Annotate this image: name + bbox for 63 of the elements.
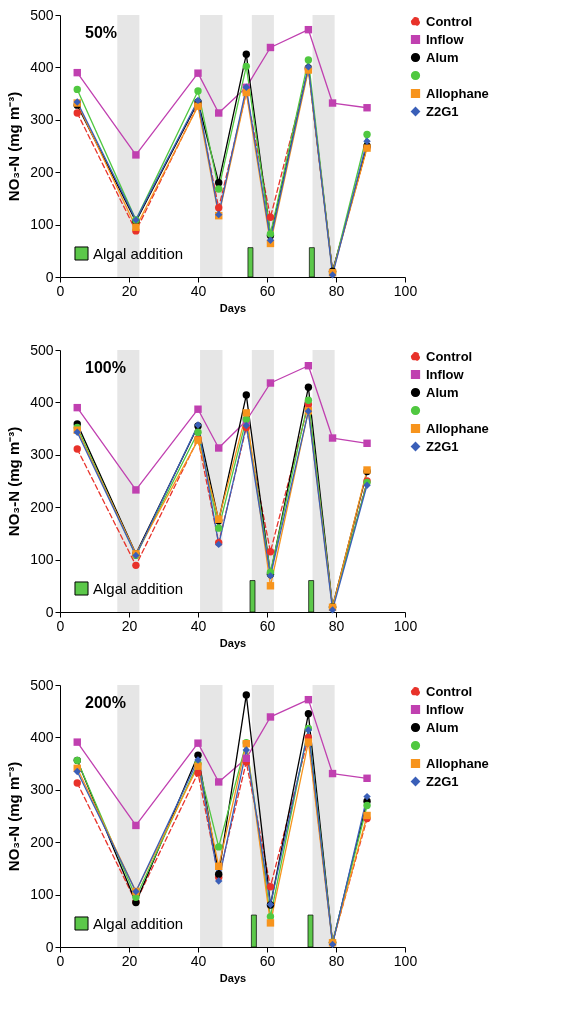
y-tick-label: 0: [45, 268, 54, 285]
x-tick-label: 20: [121, 952, 138, 969]
legend-label: Allophane: [426, 755, 489, 771]
x-tick-label: 20: [121, 617, 138, 634]
x-axis-title: Days: [219, 301, 247, 314]
legend-label: Z2G1: [426, 773, 459, 789]
y-tick-label: 0: [45, 603, 54, 620]
x-tick-label: 0: [56, 617, 65, 634]
y-tick-label: 500: [30, 676, 54, 693]
y-tick-label: 300: [30, 111, 54, 128]
legend-label: Allophane: [426, 420, 489, 436]
x-tick-label: 100: [393, 952, 418, 969]
y-tick-label: 0: [45, 938, 54, 955]
y-tick-label: 500: [30, 341, 54, 358]
legend-label: Algal addition: [93, 914, 184, 932]
legend-label: Z2G1: [426, 103, 459, 119]
x-tick-label: 80: [328, 952, 345, 969]
legend-label: Control: [426, 13, 473, 29]
x-tick-label: 0: [56, 952, 65, 969]
legend-label: Inflow: [426, 31, 465, 47]
legend-label: Inflow: [426, 366, 465, 382]
x-tick-label: 0: [56, 282, 65, 299]
x-tick-label: 80: [328, 617, 345, 634]
x-tick-label: 20: [121, 282, 138, 299]
legend-label: Allophane: [426, 85, 489, 101]
x-tick-label: 60: [259, 282, 276, 299]
y-tick-label: 300: [30, 446, 54, 463]
y-tick-label: 200: [30, 163, 54, 180]
text: 50%: [85, 24, 118, 41]
y-tick-label: 300: [30, 781, 54, 798]
y-tick-label: 100: [30, 216, 54, 233]
x-tick-label: 40: [190, 952, 207, 969]
x-tick-label: 100: [393, 617, 418, 634]
x-tick-label: 100: [393, 282, 418, 299]
text: 100%: [85, 359, 126, 376]
x-axis-title: Days: [219, 636, 247, 649]
y-axis-title: NO₃-N (mg m⁻³): [5, 91, 23, 202]
legend-label: Algal addition: [93, 244, 184, 262]
legend-label: Inflow: [426, 701, 465, 717]
x-tick-label: 80: [328, 282, 345, 299]
text: 200%: [85, 694, 126, 711]
x-tick-label: 40: [190, 617, 207, 634]
x-tick-label: 60: [259, 952, 276, 969]
y-axis-title: NO₃-N (mg m⁻³): [5, 761, 23, 872]
y-tick-label: 500: [30, 6, 54, 23]
legend-label: Algal addition: [93, 579, 184, 597]
x-tick-label: 60: [259, 617, 276, 634]
y-tick-label: 400: [30, 728, 54, 745]
y-axis-title: NO₃-N (mg m⁻³): [5, 426, 23, 537]
y-tick-label: 100: [30, 551, 54, 568]
legend-label: Z2G1: [426, 438, 459, 454]
y-tick-label: 100: [30, 886, 54, 903]
y-tick-label: 400: [30, 393, 54, 410]
legend-label: Control: [426, 683, 473, 699]
y-tick-label: 400: [30, 58, 54, 75]
legend-label: Alum: [426, 384, 459, 400]
y-tick-label: 200: [30, 498, 54, 515]
x-tick-label: 40: [190, 282, 207, 299]
x-axis-title: Days: [219, 971, 247, 984]
legend-label: Alum: [426, 49, 459, 65]
legend-label: Alum: [426, 719, 459, 735]
y-tick-label: 200: [30, 833, 54, 850]
legend-label: Control: [426, 348, 473, 364]
